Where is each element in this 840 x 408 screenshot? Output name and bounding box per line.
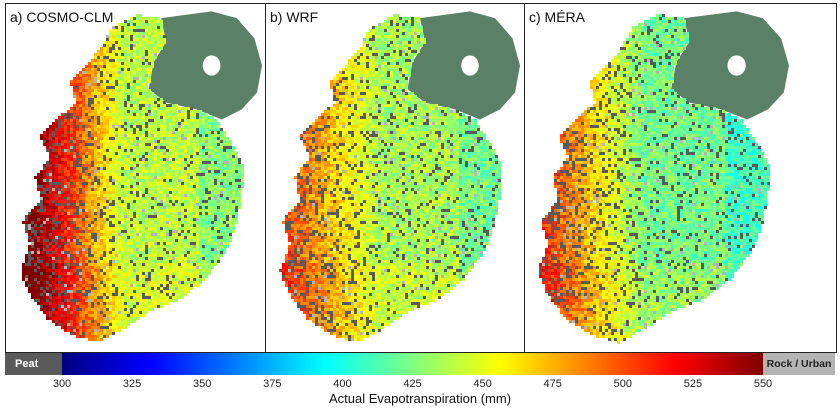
colorbar-tick: 500 xyxy=(613,378,632,390)
colorbar-tick: 450 xyxy=(473,378,492,390)
legend-rock-urban: Rock / Urban xyxy=(763,353,835,375)
panel-label-a: a) COSMO-CLM xyxy=(10,9,114,25)
colorbar-tick: 525 xyxy=(683,378,703,390)
colorbar-tick: 400 xyxy=(333,378,352,390)
map-panel-wrf: b) WRF xyxy=(265,3,525,353)
colorbar-tick: 325 xyxy=(122,378,142,390)
colorbar-tick: 425 xyxy=(403,378,422,390)
lough-neagh xyxy=(461,55,479,76)
colorbar-tick: 550 xyxy=(753,378,773,390)
colorbar-gradient xyxy=(62,353,763,375)
map-panel-cosmo-clm: a) COSMO-CLM xyxy=(5,3,266,353)
colorbar-tick: 350 xyxy=(193,378,212,390)
evapotranspiration-raster xyxy=(539,14,770,344)
lough-neagh xyxy=(727,55,746,76)
evapotranspiration-raster xyxy=(279,14,501,341)
map-panel-mera: c) MÉRA xyxy=(524,3,837,353)
colorbar-title: Actual Evapotranspiration (mm) xyxy=(328,391,512,406)
colorbar-tick: 300 xyxy=(52,378,72,390)
colorbar-tick: 475 xyxy=(543,378,562,390)
lough-neagh xyxy=(202,55,221,76)
colorbar-tick: 375 xyxy=(263,378,282,390)
legend-peat: Peat xyxy=(5,353,62,375)
panel-label-c: c) MÉRA xyxy=(529,9,585,25)
evapotranspiration-raster xyxy=(22,14,244,341)
map-svg-c xyxy=(539,11,789,344)
panel-label-b: b) WRF xyxy=(270,9,319,25)
map-svg-b xyxy=(279,11,520,341)
map-svg-a xyxy=(22,11,262,341)
